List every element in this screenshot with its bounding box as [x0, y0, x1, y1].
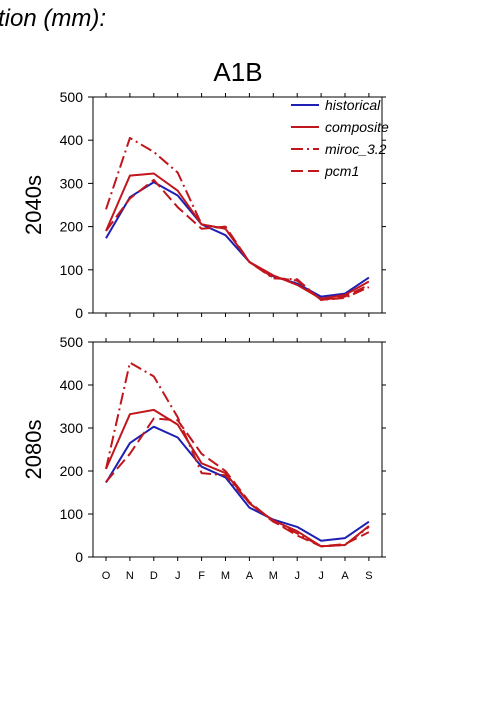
series-line-historical — [105, 181, 370, 298]
y-tick-label: 500 — [60, 334, 84, 350]
legend-label: miroc_3.2 — [325, 141, 387, 157]
y-tick-label: 200 — [60, 219, 84, 235]
x-tick-label: J — [318, 570, 324, 582]
legend-label: pcm1 — [324, 163, 359, 179]
y-tick-label: 500 — [60, 89, 84, 105]
y-tick-label: 400 — [60, 377, 84, 393]
y-tick-label: 400 — [60, 132, 84, 148]
x-tick-label: D — [150, 570, 158, 582]
y-tick-label: 0 — [75, 549, 83, 565]
x-tick-label: O — [102, 570, 111, 582]
x-tick-label: N — [126, 570, 134, 582]
x-tick-label: M — [269, 570, 278, 582]
y-tick-label: 300 — [60, 175, 84, 191]
series-line-composite — [105, 408, 370, 548]
panel-label: 2080s — [21, 420, 46, 480]
series-line-pcm1 — [105, 417, 370, 548]
plot-frame — [92, 341, 383, 558]
series-line-miroc-3-2 — [105, 361, 370, 548]
y-tick-label: 100 — [60, 506, 84, 522]
x-tick-label: S — [365, 570, 372, 582]
series-line-composite — [105, 172, 370, 300]
legend-label: historical — [325, 97, 381, 113]
panel-label: 2040s — [21, 175, 46, 235]
plot-frame — [92, 96, 383, 314]
scenario-title: A1B — [213, 57, 262, 87]
series-line-pcm1 — [105, 178, 370, 301]
y-tick-label: 0 — [75, 305, 83, 321]
y-tick-label: 200 — [60, 463, 84, 479]
panel-2040s: 0 100 200 300 400 500 2040s — [21, 89, 386, 321]
legend-label: composite — [325, 119, 389, 135]
x-tick-label: J — [175, 570, 181, 582]
legend: historical composite miroc_3.2 pcm1 — [291, 97, 389, 179]
y-tick-label: 300 — [60, 420, 84, 436]
series-line-miroc-3-2 — [105, 137, 370, 301]
x-tick-label: A — [341, 570, 349, 582]
x-tick-label: F — [198, 570, 205, 582]
y-tick-label: 100 — [60, 262, 84, 278]
header-text: tion (mm): — [0, 5, 106, 32]
x-tick-label: A — [246, 570, 254, 582]
series-line-historical — [105, 425, 370, 542]
x-tick-label: M — [221, 570, 230, 582]
panel-2080s: 0 100 200 300 400 500 O N D J F M A M J J A S 2080s — [21, 334, 386, 582]
x-tick-label: J — [294, 570, 300, 582]
